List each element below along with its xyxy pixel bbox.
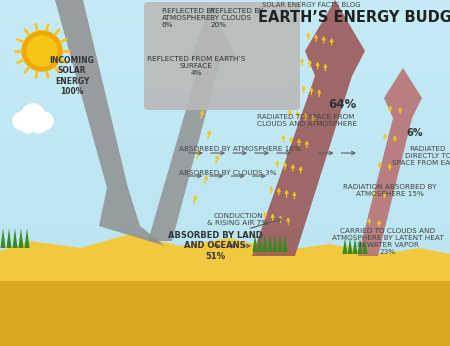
Bar xyxy=(0,0,450,7)
Text: REFLECTED BY
BY CLOUDS
20%: REFLECTED BY BY CLOUDS 20% xyxy=(210,8,263,28)
Polygon shape xyxy=(24,228,30,248)
Text: INCOMING
SOLAR
ENERGY
100%: INCOMING SOLAR ENERGY 100% xyxy=(50,56,94,96)
Polygon shape xyxy=(148,6,238,241)
Bar xyxy=(0,69,450,76)
Text: ABSORBED BY ATMOSPHERE 16%: ABSORBED BY ATMOSPHERE 16% xyxy=(179,146,301,152)
Bar xyxy=(0,325,450,332)
Polygon shape xyxy=(358,68,422,256)
Polygon shape xyxy=(273,234,278,252)
Polygon shape xyxy=(283,234,288,252)
Polygon shape xyxy=(6,228,12,248)
Text: RADIATION ABSORBED BY
ATMOSPHERE 15%: RADIATION ABSORBED BY ATMOSPHERE 15% xyxy=(343,184,437,197)
Bar xyxy=(0,173,450,180)
Bar xyxy=(0,21,450,28)
Text: EARTH’S ENERGY BUDGET: EARTH’S ENERGY BUDGET xyxy=(258,10,450,25)
Text: CARRIED TO CLOUDS AND
ATMOSPHERE BY LATENT HEAT
IN WATER VAPOR
23%: CARRIED TO CLOUDS AND ATMOSPHERE BY LATE… xyxy=(332,228,444,255)
Bar xyxy=(0,104,450,111)
Circle shape xyxy=(32,119,46,133)
Bar xyxy=(0,125,450,131)
Polygon shape xyxy=(252,0,365,256)
Bar xyxy=(0,83,450,90)
Bar xyxy=(0,332,450,339)
Circle shape xyxy=(21,104,45,128)
Bar xyxy=(0,339,450,346)
Bar xyxy=(0,7,450,14)
Bar xyxy=(0,208,450,215)
Bar xyxy=(0,159,450,166)
Text: CONDUCTION
& RISING AIR 7%: CONDUCTION & RISING AIR 7% xyxy=(207,213,269,226)
Bar xyxy=(0,14,450,21)
Bar xyxy=(0,304,450,311)
Text: REFLECTED BY
ATMOSPHERE
6%: REFLECTED BY ATMOSPHERE 6% xyxy=(162,8,215,28)
Circle shape xyxy=(13,112,31,130)
Text: ABSORBED BY LAND
AND OCEANS
51%: ABSORBED BY LAND AND OCEANS 51% xyxy=(167,231,262,261)
Bar xyxy=(0,145,450,152)
Circle shape xyxy=(27,36,57,66)
Bar xyxy=(0,235,450,242)
Bar xyxy=(0,298,450,304)
Bar xyxy=(0,166,450,173)
Bar xyxy=(0,131,450,138)
Bar xyxy=(0,311,450,318)
Circle shape xyxy=(21,119,35,133)
Bar xyxy=(0,256,450,263)
Polygon shape xyxy=(0,228,5,248)
Bar xyxy=(0,277,450,284)
Bar xyxy=(0,28,450,35)
Polygon shape xyxy=(257,234,262,252)
Circle shape xyxy=(22,31,62,71)
Polygon shape xyxy=(363,238,368,254)
Bar xyxy=(0,270,450,277)
Bar xyxy=(0,194,450,201)
Bar xyxy=(0,187,450,194)
Bar xyxy=(0,118,450,125)
Bar xyxy=(0,152,450,159)
Text: ABSORBED BY CLOUDS 3%: ABSORBED BY CLOUDS 3% xyxy=(179,170,277,176)
Bar xyxy=(0,284,450,291)
Bar xyxy=(0,48,450,55)
Bar xyxy=(0,55,450,62)
Polygon shape xyxy=(357,238,363,254)
Bar xyxy=(0,221,450,228)
Bar xyxy=(0,76,450,83)
Bar xyxy=(0,90,450,97)
Bar xyxy=(0,249,450,256)
Circle shape xyxy=(35,112,53,130)
Text: SOLAR ENERGY FACTS BLOG: SOLAR ENERGY FACTS BLOG xyxy=(262,2,360,8)
Bar xyxy=(0,42,450,48)
FancyBboxPatch shape xyxy=(144,2,300,110)
Polygon shape xyxy=(18,228,23,248)
Polygon shape xyxy=(252,234,257,252)
Bar xyxy=(0,242,450,249)
Text: RADIATED
DIRECTLY TO
SPACE FROM EARTH: RADIATED DIRECTLY TO SPACE FROM EARTH xyxy=(392,146,450,166)
Bar xyxy=(0,35,450,42)
Polygon shape xyxy=(352,238,357,254)
Polygon shape xyxy=(0,281,450,346)
Bar xyxy=(0,111,450,118)
Bar xyxy=(0,62,450,69)
Bar xyxy=(0,201,450,208)
Polygon shape xyxy=(13,228,18,248)
Bar xyxy=(0,138,450,145)
Bar xyxy=(0,263,450,270)
Bar xyxy=(0,215,450,221)
Bar xyxy=(0,318,450,325)
Text: 64%: 64% xyxy=(328,98,356,111)
Bar xyxy=(0,97,450,104)
Polygon shape xyxy=(0,234,450,346)
Polygon shape xyxy=(267,234,273,252)
Bar xyxy=(0,291,450,298)
Text: 6%: 6% xyxy=(407,128,423,138)
Text: REFLECTED FROM EARTH’S
SURFACE
4%: REFLECTED FROM EARTH’S SURFACE 4% xyxy=(147,56,245,76)
Polygon shape xyxy=(347,238,352,254)
Text: RADIATED TO SPACE FROM
CLOUDS AND ATMOSPHERE: RADIATED TO SPACE FROM CLOUDS AND ATMOSP… xyxy=(257,114,357,127)
Bar xyxy=(0,180,450,187)
Polygon shape xyxy=(342,238,347,254)
Polygon shape xyxy=(262,234,267,252)
Polygon shape xyxy=(55,0,165,246)
Polygon shape xyxy=(278,234,283,252)
Bar xyxy=(0,228,450,235)
